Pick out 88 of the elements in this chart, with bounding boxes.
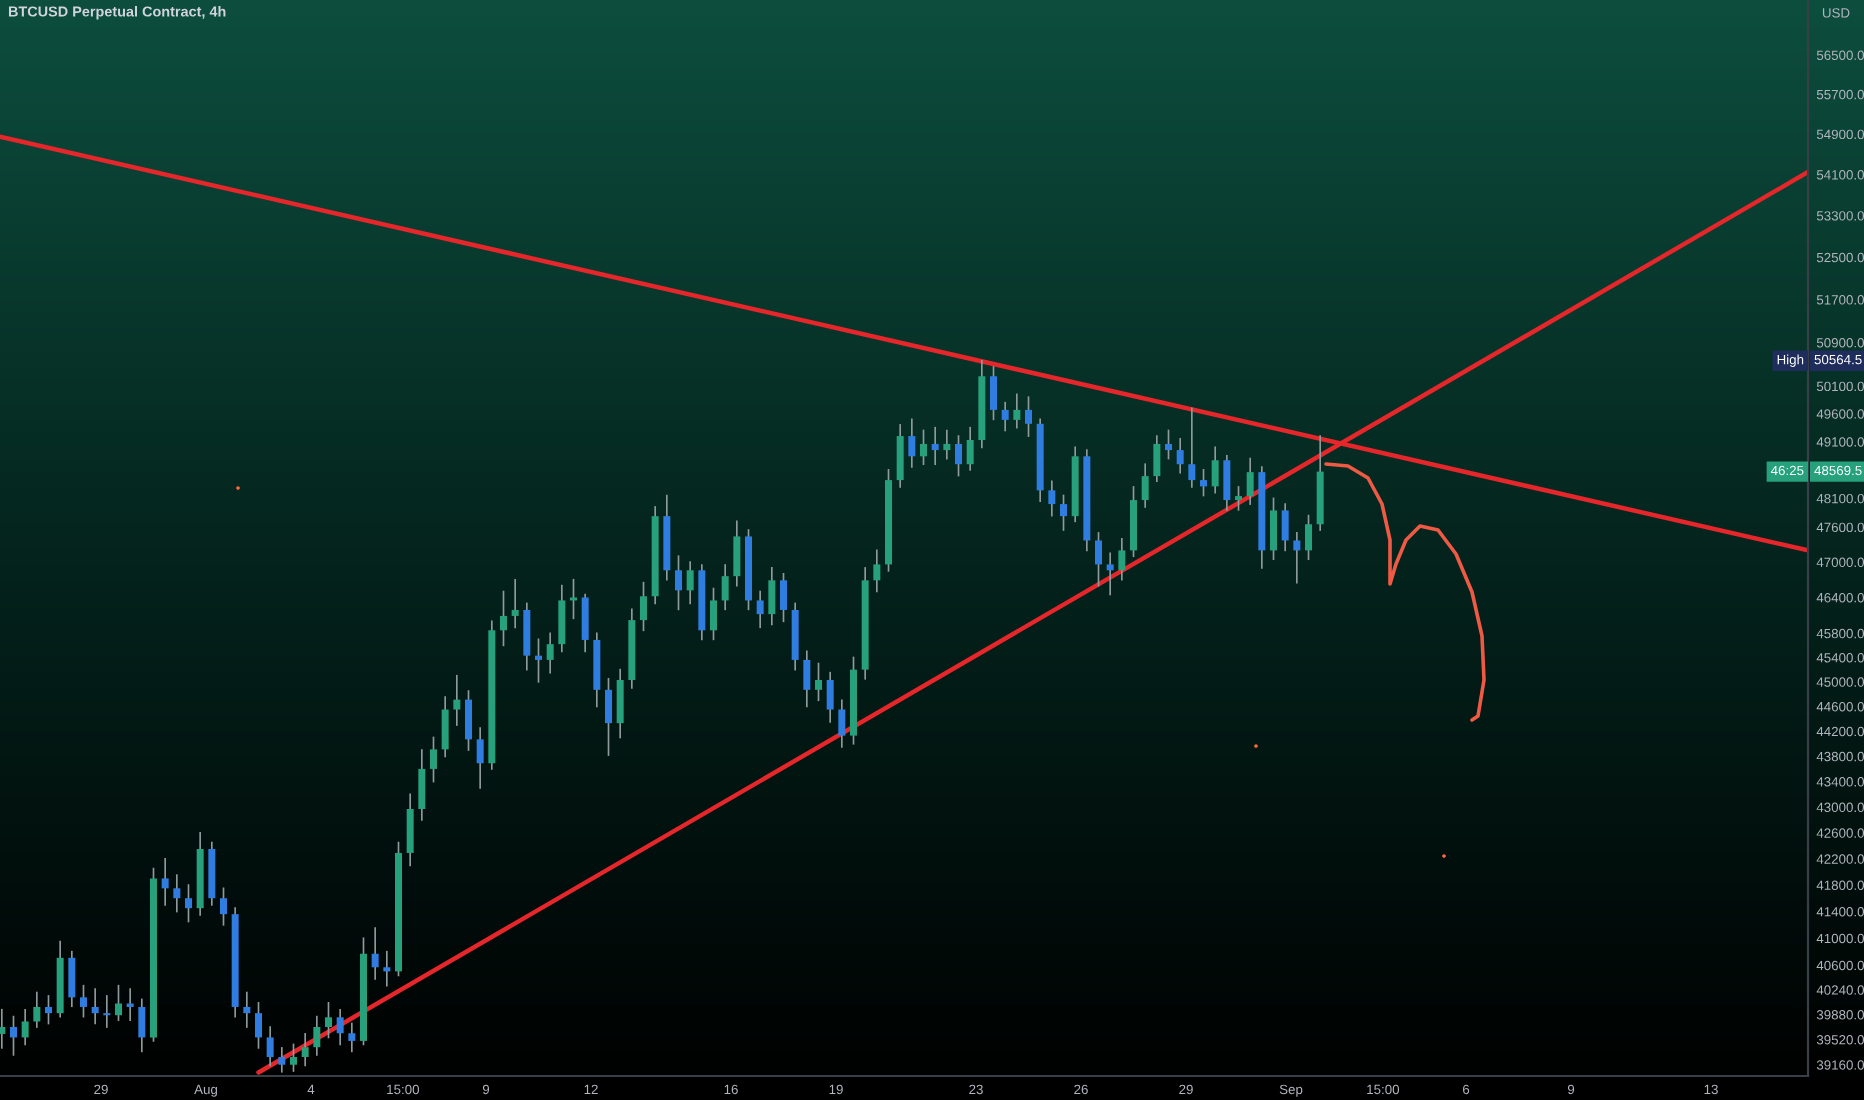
candlestick: [91, 988, 99, 1025]
candlestick: [570, 578, 577, 620]
candlestick: [826, 671, 834, 723]
candlestick: [289, 1043, 297, 1072]
candlestick: [79, 984, 87, 1018]
candlestick: [301, 1033, 309, 1067]
candlestick: [616, 668, 624, 739]
candlestick: [1305, 514, 1313, 560]
candlestick: [254, 1001, 262, 1049]
candlestick: [931, 426, 939, 466]
candlestick: [990, 366, 998, 421]
candlestick: [1211, 446, 1219, 494]
candlestick: [348, 1022, 356, 1053]
candlestick: [44, 995, 52, 1025]
candlestick: [768, 567, 776, 626]
candlestick: [815, 662, 822, 702]
candlestick: [1270, 497, 1278, 560]
candlestick: [558, 584, 566, 653]
candlestick: [838, 699, 846, 748]
candlestick: [325, 1001, 332, 1039]
candlestick: [418, 749, 426, 821]
candlestick: [1001, 401, 1009, 432]
candlestick: [1013, 393, 1021, 429]
candlestick: [1223, 454, 1231, 511]
candlestick: [371, 927, 379, 980]
candlestick: [336, 1008, 344, 1046]
candlestick: [1153, 435, 1161, 483]
candlestick: [640, 581, 647, 632]
candlestick: [721, 564, 729, 611]
candlestick: [173, 874, 181, 913]
candlestick: [1200, 469, 1208, 497]
candlestick: [33, 991, 41, 1028]
candlestick: [1141, 463, 1149, 508]
candlestick: [943, 429, 951, 460]
candlestick: [546, 632, 554, 674]
candlestick: [605, 677, 612, 756]
candlestick: [710, 587, 717, 641]
candlestick: [733, 520, 741, 587]
candlestick: [1188, 407, 1196, 488]
candlestick: [1106, 552, 1114, 596]
candlestick: [581, 593, 589, 653]
candlestick: [511, 578, 519, 629]
candlestick: [1048, 480, 1056, 517]
candlestick: [1165, 429, 1173, 460]
candlestick: [966, 426, 974, 471]
candlestick: [535, 638, 542, 683]
candlestick: [1235, 486, 1243, 511]
candlestick: [453, 674, 461, 726]
candlestick: [780, 572, 787, 623]
candlestick: [523, 602, 531, 671]
candlestick: [920, 429, 928, 466]
candlestick: [873, 549, 881, 593]
candlestick: [219, 887, 227, 926]
candlestick: [686, 561, 694, 605]
candlestick: [103, 995, 111, 1028]
candlestick: [896, 424, 904, 488]
candlestick: [1118, 537, 1126, 581]
candlestick: [675, 555, 682, 611]
candlestick: [1281, 503, 1289, 552]
candlestick: [266, 1026, 274, 1067]
candlestick: [9, 1015, 17, 1056]
candlestick: [465, 690, 472, 751]
candlestick: [313, 1015, 321, 1056]
candlestick: [756, 590, 764, 629]
candlestick: [476, 727, 484, 789]
candlestick: [0, 1008, 6, 1049]
candlestick: [138, 998, 146, 1053]
candlestick: [278, 1047, 286, 1073]
candlestick: [243, 991, 251, 1028]
candlestick: [114, 984, 122, 1021]
candlestick: [441, 696, 449, 758]
candlestick: [500, 590, 507, 647]
candlestick: [184, 884, 192, 923]
candlestick: [1060, 494, 1068, 531]
candlestick: [1246, 457, 1254, 505]
candlestick: [955, 435, 963, 477]
candlestick: [1025, 396, 1033, 437]
candlestick: [908, 418, 916, 468]
candlestick: [68, 950, 76, 1008]
candlestick: [21, 1008, 29, 1046]
candlestick: [161, 857, 169, 906]
candlestick: [803, 650, 811, 708]
candlestick: [1095, 532, 1103, 587]
candlestick: [406, 793, 414, 867]
candlestick: [1293, 532, 1301, 584]
candlestick: [430, 736, 437, 783]
candlestick: [383, 950, 391, 987]
candlestick: [1176, 438, 1184, 474]
